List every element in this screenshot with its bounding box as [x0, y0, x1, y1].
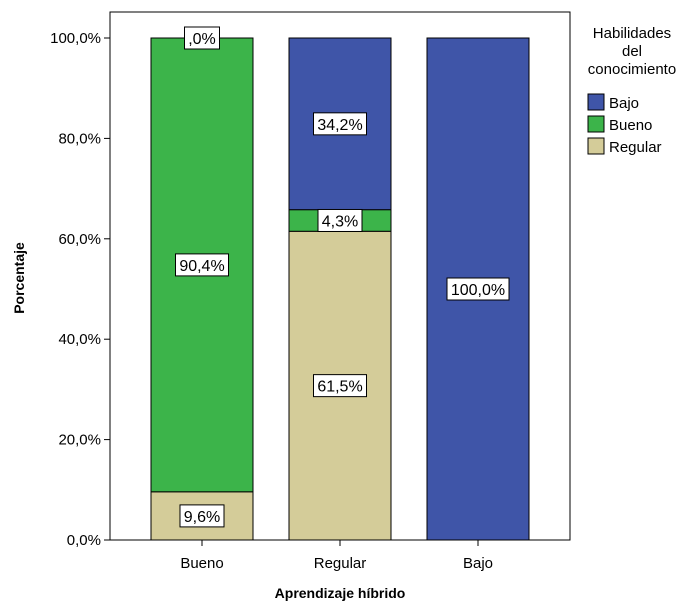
data-label-box	[446, 277, 510, 301]
legend-swatch	[587, 137, 605, 155]
data-label: 90,4%	[175, 253, 229, 277]
legend-entry: Bueno	[609, 117, 652, 134]
bar-marks: 9,6% 90,4% ,0% 61,5% 4,3% 34,2% 100,0%	[150, 26, 530, 541]
data-label-text: 4,3%	[322, 213, 358, 230]
data-label-text: 61,5%	[317, 379, 362, 396]
data-label: 4,3%	[317, 208, 363, 232]
data-label: 34,2%	[313, 112, 367, 136]
data-label: 100,0%	[446, 277, 510, 301]
data-label-box	[179, 504, 225, 528]
legend-title: Habilidades	[593, 25, 671, 42]
legend-swatch	[587, 93, 605, 111]
legend-entry: Regular	[609, 139, 662, 156]
x-tick-label: Regular	[314, 555, 367, 572]
legend-entry: Bajo	[609, 95, 639, 112]
y-tick-label: 80,0%	[58, 130, 101, 147]
x-tick-label: Bajo	[463, 555, 493, 572]
x-axis-title: Aprendizaje híbrido	[275, 585, 406, 601]
data-label-text: 100,0%	[451, 282, 505, 299]
x-tick-label: Bueno	[180, 555, 223, 572]
data-label-box	[317, 208, 363, 232]
legend-title: del	[622, 43, 642, 60]
data-label-text: 9,6%	[184, 509, 220, 526]
data-label-box	[313, 112, 367, 136]
legend-title: conocimiento	[588, 61, 676, 78]
data-label-box	[175, 253, 229, 277]
data-label-box	[313, 374, 367, 398]
data-label-box	[184, 26, 220, 50]
y-tick-label: 60,0%	[58, 231, 101, 248]
y-tick-label: 100,0%	[50, 30, 101, 47]
axis-ticks: 0,0% 20,0% 40,0% 60,0% 80,0% 100,0% Bueno Regul…	[50, 30, 493, 572]
y-tick-label: 0,0%	[67, 532, 101, 549]
data-label: 61,5%	[313, 374, 367, 398]
legend-swatch	[587, 115, 605, 133]
y-tick-label: 40,0%	[58, 331, 101, 348]
data-label: ,0%	[184, 26, 220, 50]
data-label: 9,6%	[179, 504, 225, 528]
data-label-text: 90,4%	[179, 258, 224, 275]
data-label-text: ,0%	[188, 31, 216, 48]
y-axis-title: Porcentaje	[11, 242, 27, 314]
y-tick-label: 20,0%	[58, 432, 101, 449]
data-label-text: 34,2%	[317, 117, 362, 134]
